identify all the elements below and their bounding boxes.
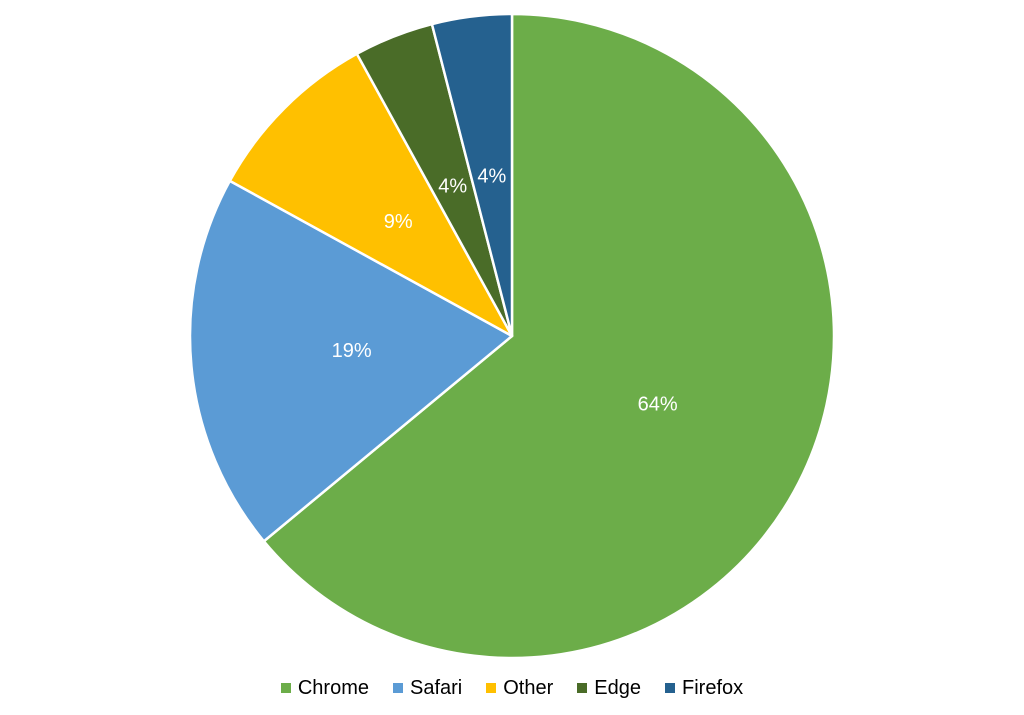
slice-label-firefox: 4%	[477, 165, 506, 187]
legend-label-safari: Safari	[410, 677, 463, 699]
legend-swatch-other	[486, 683, 497, 693]
slice-label-edge: 4%	[438, 175, 467, 197]
slice-label-chrome: 64%	[638, 394, 678, 416]
legend-item-chrome: Chrome	[280, 677, 369, 699]
pie-slice-other	[228, 52, 514, 338]
legend-item-edge: Edge	[577, 678, 641, 698]
slice-label-safari: 19%	[332, 340, 372, 362]
legend-swatch-safari	[393, 683, 403, 693]
legend-item-firefox: Firefox	[665, 678, 743, 698]
pie-slice-chrome	[262, 12, 836, 660]
legend-item-safari: Safari	[393, 678, 462, 698]
legend-swatch-edge	[577, 683, 588, 693]
pie-chart: 64% 19% 9% 4% 4%	[188, 12, 836, 660]
pie-slice-firefox	[430, 12, 514, 338]
legend-label-edge: Edge	[594, 677, 641, 699]
legend-label-firefox: Firefox	[682, 677, 744, 699]
legend-label-chrome: Chrome	[297, 677, 369, 699]
pie-slice-safari	[188, 179, 514, 543]
chart-legend: Chrome Safari Other Edge Firefox	[0, 672, 1024, 704]
legend-swatch-firefox	[665, 683, 675, 693]
legend-item-other: Other	[486, 678, 553, 698]
slice-label-other: 9%	[384, 211, 413, 233]
legend-swatch-chrome	[280, 683, 291, 693]
legend-label-other: Other	[503, 677, 554, 699]
